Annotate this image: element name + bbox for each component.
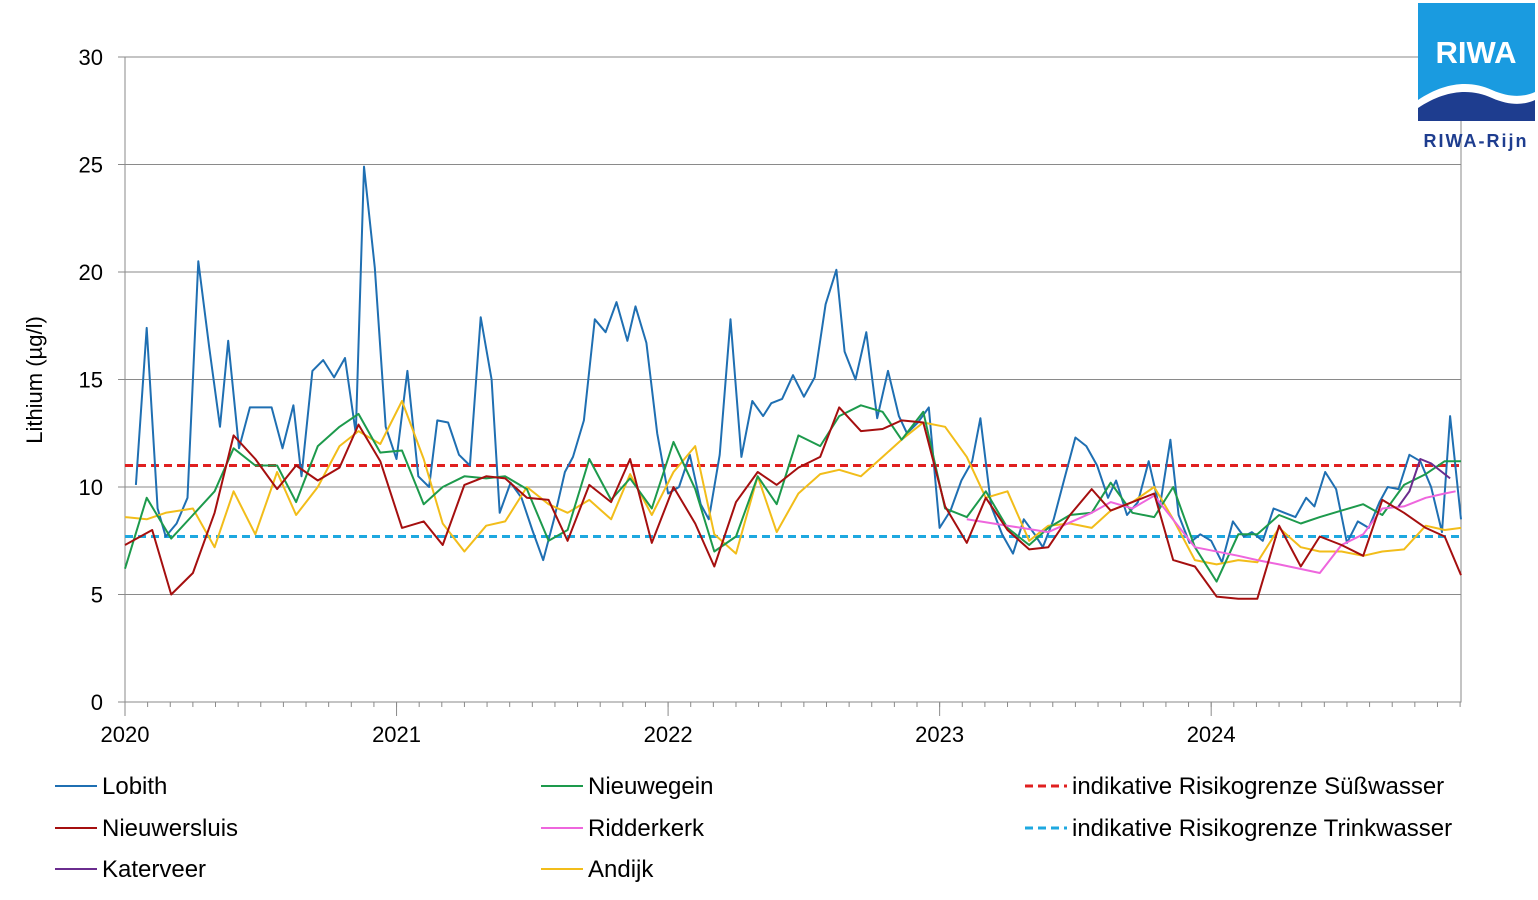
x-tick-label-2021: 2021	[372, 722, 421, 747]
y-tick-label-0: 0	[91, 690, 103, 715]
gridlines	[125, 56, 1461, 595]
series-line-nieuwegein	[124, 404, 1461, 583]
y-tick-label-25: 25	[79, 153, 103, 178]
legend-label-katerveer: Katerveer	[102, 856, 206, 883]
series-line-andijk	[124, 400, 1462, 566]
y-tick-label-5: 5	[91, 583, 103, 608]
riwa-logo-wave-dark	[1418, 90, 1535, 121]
series-line-ridderkerk	[966, 490, 1456, 574]
y-tick-label-30: 30	[79, 45, 103, 70]
legend-label-nieuwersluis: Nieuwersluis	[102, 815, 238, 842]
legend-label-nieuwegein: Nieuwegein	[588, 773, 713, 800]
legend-label-ridderkerk: Ridderkerk	[588, 815, 705, 842]
y-tick-label-20: 20	[79, 260, 103, 285]
series-layer	[124, 165, 1462, 600]
riwa-logo: RIWA RIWA-Rijn	[1418, 3, 1535, 151]
x-tick-label-2024: 2024	[1187, 722, 1236, 747]
riwa-logo-subtitle: RIWA-Rijn	[1424, 131, 1529, 151]
y-tick-label-15: 15	[79, 368, 103, 393]
series-line-katerveer	[1397, 458, 1451, 507]
riwa-logo-text: RIWA	[1436, 35, 1517, 70]
legend-label-indikative-risikogrenze-trinkwasser: indikative Risikogrenze Trinkwasser	[1072, 815, 1452, 842]
legend-label-lobith: Lobith	[102, 773, 167, 800]
series-line-lobith	[134, 165, 1462, 564]
y-axis-title: Lithium (µg/l)	[22, 316, 47, 444]
x-tick-label-2022: 2022	[644, 722, 693, 747]
legend-label-indikative-risikogrenze-s-wasser: indikative Risikogrenze Süßwasser	[1072, 773, 1444, 800]
series-line-nieuwersluis	[124, 406, 1462, 600]
legend-label-andijk: Andijk	[588, 856, 654, 883]
legend: Lobith Nieuwegein indikative Risikogrenze …	[55, 773, 1452, 883]
riwa-logo-wave-white	[1418, 84, 1535, 108]
y-tick-label-10: 10	[79, 475, 103, 500]
axes: 0 5 10 15 20 25 30 2020 2021 2022 2023 2024	[79, 45, 1461, 747]
x-tick-label-2023: 2023	[915, 722, 964, 747]
x-tick-label-2020: 2020	[101, 722, 150, 747]
